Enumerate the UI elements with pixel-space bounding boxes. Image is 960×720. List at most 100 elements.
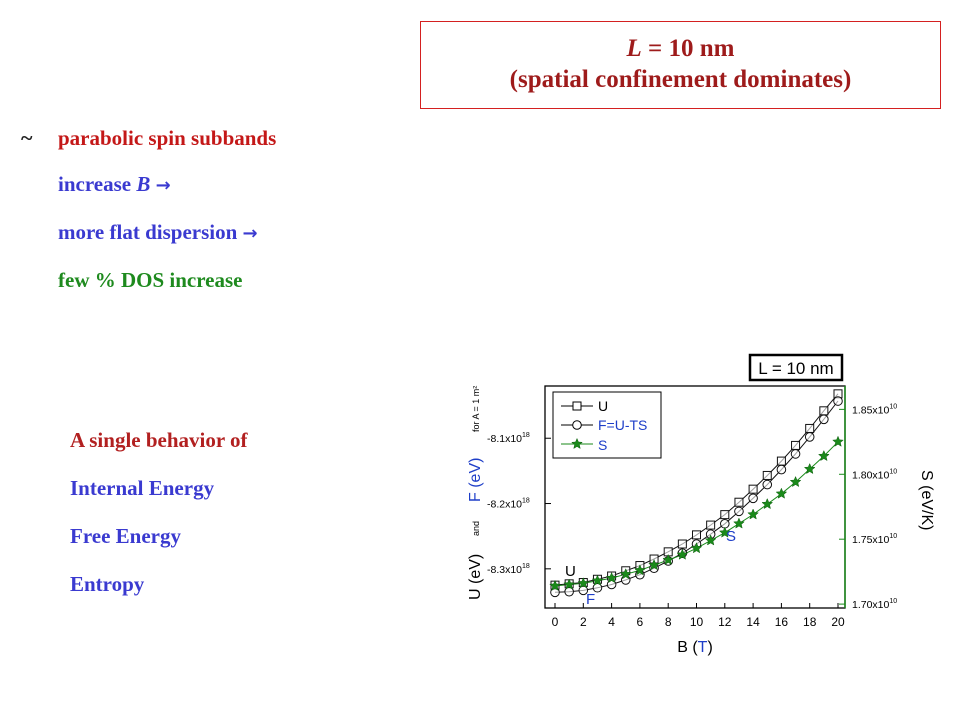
legend-label-f: F=U-TS: [598, 417, 647, 433]
f-point: [833, 396, 843, 406]
arrow-right-icon: →: [155, 175, 171, 196]
svg-text:F (eV): F (eV): [467, 458, 484, 502]
u-point: [819, 406, 829, 416]
bullet-flat-dispersion: more flat dispersion →: [58, 220, 258, 245]
behavior-entropy: Entropy: [70, 572, 145, 596]
x-tick-label: 0: [552, 615, 559, 629]
u-point: [762, 470, 772, 480]
s-point: [761, 497, 774, 510]
x-tick-label: 12: [718, 615, 732, 629]
right-tick-label: 1.75x1010: [852, 533, 897, 546]
x-tick-label: 4: [608, 615, 615, 629]
u-point: [692, 530, 701, 540]
arrow-right-icon: →: [242, 223, 258, 244]
left-tick-label: -8.2x1018: [487, 498, 530, 511]
behavior-free-energy: Free Energy: [70, 524, 181, 548]
left-tick-label: -8.1x1018: [487, 432, 530, 445]
s-point: [619, 568, 632, 580]
svg-text:U (eV): U (eV): [467, 554, 484, 600]
s-point: [775, 487, 788, 499]
legend-square-icon: [572, 401, 582, 411]
f-point: [734, 506, 744, 517]
s-point: [634, 564, 646, 576]
x-axis-label: B (T): [677, 639, 713, 656]
right-tick-label: 1.85x1010: [852, 403, 897, 416]
x-tick-label: 10: [690, 615, 704, 629]
s-point: [563, 578, 575, 590]
y-axis-right-label: S (eV/K): [918, 470, 935, 530]
title-line-1: L = 10 nm: [421, 33, 940, 64]
bullet-b-variable: B: [136, 172, 151, 196]
axis-ticks: 0 2 4 6 8 10 12 14 16 18 20 -8.1x1018 -8.2x1018 -8.3x…: [487, 403, 897, 629]
x-tick-label: 20: [831, 615, 845, 629]
legend-star-icon: [571, 437, 583, 449]
legend-star-shape: [571, 437, 583, 449]
s-point: [718, 526, 731, 538]
s-point: [747, 508, 759, 520]
s-point: [690, 542, 703, 554]
s-point: [662, 553, 675, 565]
u-point: [677, 539, 687, 549]
behavior-heading: A single behavior of: [70, 428, 248, 452]
annotation-s: S: [726, 528, 736, 545]
bullet-flat-text: more flat dispersion: [58, 220, 238, 244]
f-point: [790, 449, 801, 459]
f-point: [804, 432, 815, 442]
s-point: [789, 475, 802, 488]
x-tick-label: 6: [637, 615, 644, 629]
x-tick-label: 14: [746, 615, 760, 629]
chart-title-box: [748, 353, 844, 382]
right-tick-label: 1.70x1010: [852, 598, 897, 611]
s-point: [605, 571, 618, 584]
s-point: [803, 462, 816, 475]
s-point: [818, 449, 830, 462]
x-tick-label: 18: [803, 615, 817, 629]
legend-circle-icon: [572, 420, 582, 430]
f-point: [748, 493, 758, 504]
annotation-f: F: [586, 591, 595, 608]
series-line-2: [554, 441, 839, 587]
s-point: [549, 579, 561, 591]
s-point: [577, 577, 590, 589]
legend: U F=U-TS S: [552, 391, 662, 459]
title-line-2: (spatial confinement dominates): [509, 66, 852, 93]
y-axis-left-label: U (eV) and F (eV) for A = 1 m²: [467, 386, 484, 600]
title-value: = 10 nm: [641, 35, 735, 62]
bullet-parabolic: parabolic spin subbands: [58, 126, 277, 150]
s-point: [591, 574, 604, 586]
x-tick-label: 2: [580, 615, 587, 629]
annotation-u: U: [565, 563, 576, 580]
chart-title: L = 10 nm: [758, 359, 833, 378]
f-point: [819, 414, 829, 425]
tilde-bullet: ~: [21, 125, 33, 150]
series-markers: [549, 389, 844, 598]
legend-label-u: U: [598, 398, 608, 414]
left-tick-label: -8.3x1018: [487, 563, 530, 576]
s-point: [704, 534, 717, 546]
u-point: [748, 484, 758, 494]
title-variable: L: [626, 35, 642, 62]
right-tick-label: 1.80x1010: [852, 468, 897, 481]
behavior-internal-energy: Internal Energy: [70, 476, 215, 500]
bullet-increase-text: increase: [58, 172, 137, 196]
u-point: [734, 497, 744, 507]
f-point: [762, 479, 773, 490]
s-point: [676, 548, 689, 560]
s-point: [832, 435, 844, 447]
u-point: [805, 423, 815, 433]
legend-label-s: S: [598, 437, 607, 453]
s-point: [648, 559, 660, 571]
svg-text:for A = 1 m²: for A = 1 m²: [471, 386, 481, 432]
u-point: [791, 440, 801, 450]
u-point: [776, 456, 786, 466]
x-tick-label: 8: [665, 615, 672, 629]
x-tick-label: 16: [775, 615, 789, 629]
u-point: [706, 520, 716, 530]
svg-text:and: and: [471, 521, 481, 536]
s-point: [733, 517, 745, 529]
title-box: L = 10 nm (spatial confinement dominates…: [420, 21, 941, 109]
bullet-increase-b: increase B →: [58, 172, 171, 197]
f-point: [776, 464, 787, 475]
u-point: [720, 510, 730, 520]
